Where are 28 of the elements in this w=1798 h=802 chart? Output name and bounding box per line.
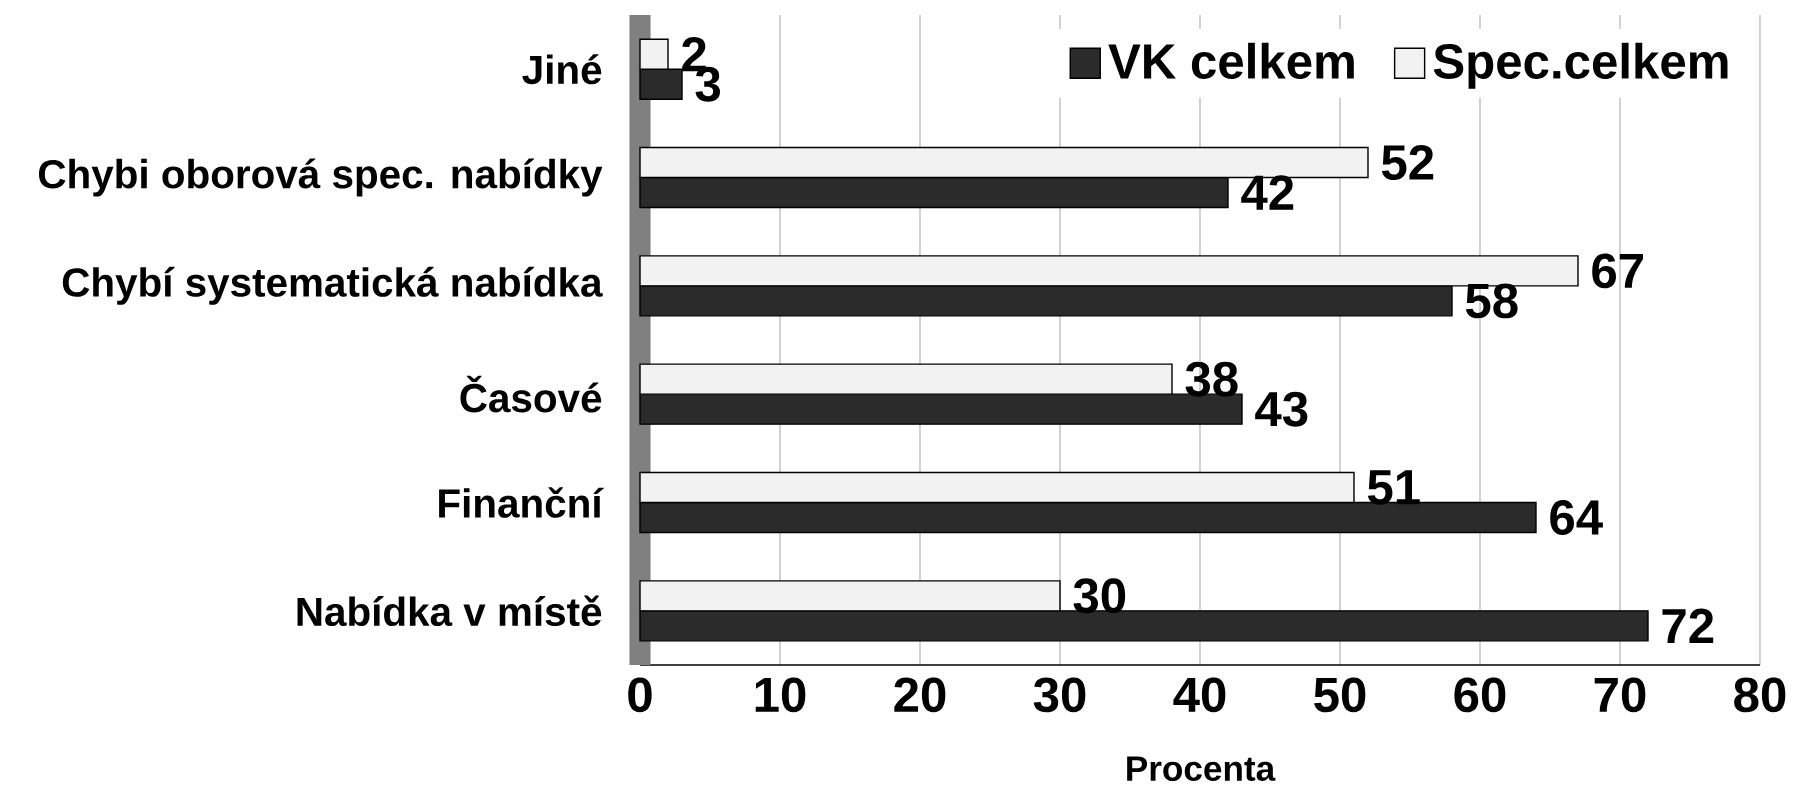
y-tick-label: Chybí systematická nabídka	[62, 266, 603, 305]
x-tick-label: 0	[628, 677, 652, 713]
x-tick-label: 30	[1033, 677, 1086, 713]
data-label: 64	[1550, 500, 1603, 535]
y-tick-label: Finanční	[439, 487, 604, 518]
data-label: 51	[1367, 470, 1420, 505]
x-tick-label: 50	[1314, 677, 1366, 713]
data-label: 72	[1662, 608, 1714, 644]
data-label: 67	[1592, 253, 1643, 289]
x-tick-label: 60	[1454, 677, 1506, 713]
legend-label: VK celkem	[1108, 42, 1354, 79]
y-tick-label: Chybi oborová spec. nabídky	[39, 158, 603, 197]
data-label: 58	[1465, 283, 1518, 319]
data-label: 38	[1185, 361, 1238, 397]
data-label: 42	[1241, 175, 1294, 210]
x-tick-label: 70	[1594, 677, 1646, 713]
data-label: 52	[1381, 145, 1434, 180]
y-tick-label: Jiné	[522, 54, 602, 85]
x-tick-label: 40	[1173, 677, 1226, 713]
data-label: 43	[1255, 391, 1308, 427]
y-tick-label: Časové	[460, 375, 602, 413]
x-tick-label: 80	[1734, 677, 1786, 713]
x-axis-title: Procenta	[1127, 756, 1276, 781]
legend-label: Spec.celkem	[1433, 42, 1728, 89]
y-tick-label: Nabídka v místě	[297, 595, 602, 627]
data-label: 30	[1073, 578, 1126, 614]
x-tick-label: 10	[755, 677, 806, 713]
x-tick-label: 20	[894, 677, 946, 713]
